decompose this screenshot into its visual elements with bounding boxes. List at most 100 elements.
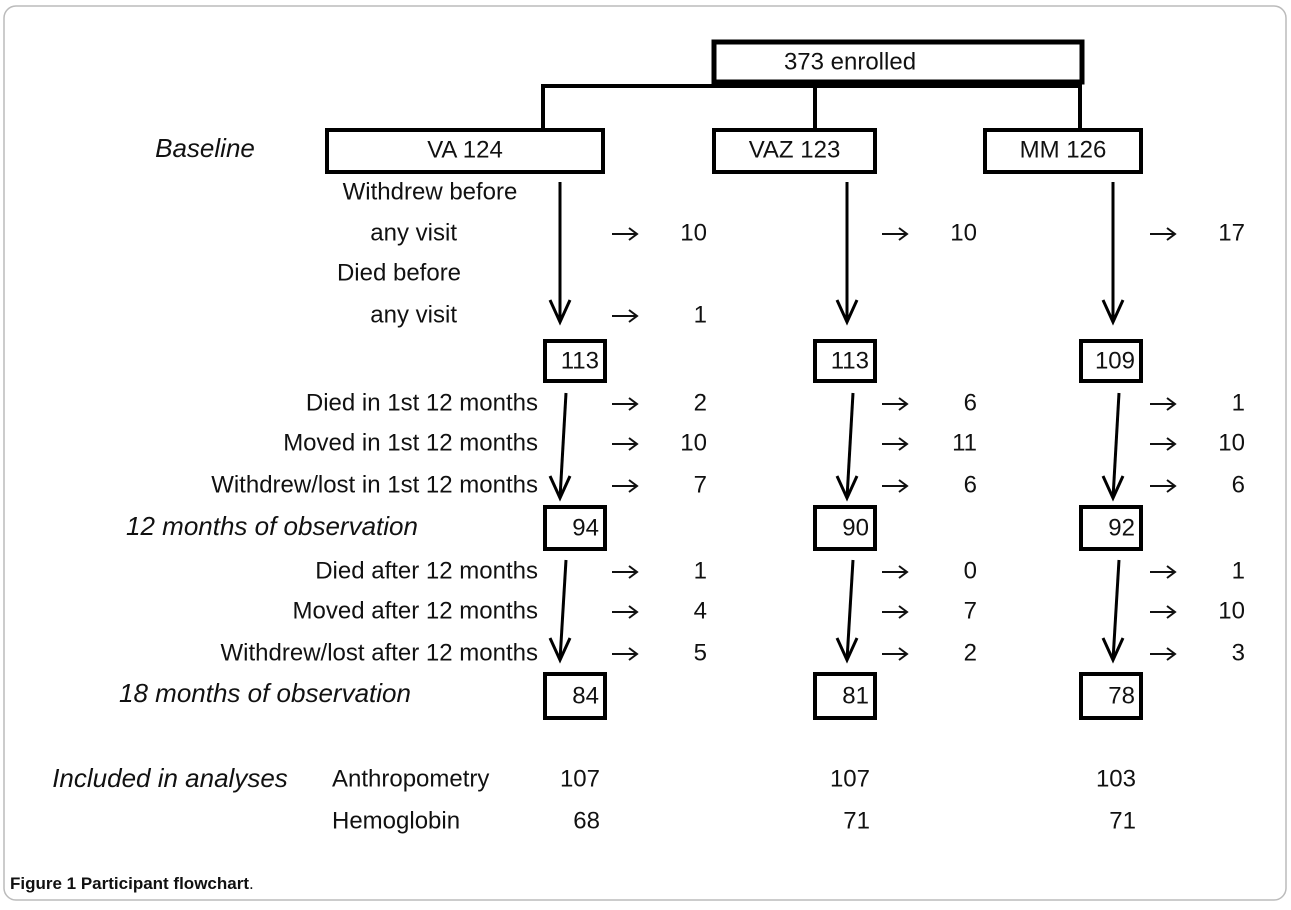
row-label: Moved in 1st 12 months: [283, 429, 538, 456]
right-arrow: [1150, 565, 1177, 579]
right-arrow: [1150, 227, 1177, 241]
caption: Figure 1 Participant flowchart.: [10, 874, 254, 893]
right-arrow: [612, 227, 639, 241]
row-label: Moved after 12 months: [293, 597, 538, 624]
arrow-head: [548, 637, 572, 664]
count-box: [1079, 505, 1143, 551]
arrow-head: [548, 475, 572, 502]
analysis-label: Hemoglobin: [332, 807, 460, 834]
enrolled-label: 373 enrolled: [784, 48, 916, 75]
count: 71: [1109, 807, 1136, 834]
count-box: [1079, 672, 1143, 720]
count: 113: [831, 347, 869, 374]
count: 1: [694, 301, 707, 328]
count: 10: [680, 219, 707, 246]
stage-label: Included in analyses: [52, 763, 288, 793]
stage-label: 18 months of observation: [119, 678, 411, 708]
count: 113: [561, 347, 599, 374]
right-arrow: [1150, 479, 1177, 493]
right-arrow: [612, 647, 639, 661]
count: 68: [573, 807, 600, 834]
count: 1: [1232, 557, 1245, 584]
right-arrow: [882, 605, 909, 619]
analysis-label: Anthropometry: [332, 765, 489, 792]
count: 6: [964, 389, 977, 416]
down-arrow: [1111, 392, 1121, 499]
count-box: [813, 505, 877, 551]
stage-label: 12 months of observation: [126, 511, 418, 541]
enrolled-box: [711, 39, 1085, 85]
caption-bold: Figure 1 Participant flowchart: [10, 874, 249, 893]
arrow-head: [1101, 299, 1125, 326]
row-label: any visit: [370, 219, 457, 246]
count: 2: [964, 639, 977, 666]
count: 4: [694, 597, 707, 624]
down-arrow: [558, 392, 568, 499]
right-arrow: [882, 437, 909, 451]
count-box: [813, 339, 877, 383]
right-arrow: [882, 479, 909, 493]
count: 0: [964, 557, 977, 584]
down-arrow: [1111, 559, 1121, 661]
count: 11: [952, 429, 977, 456]
count: 10: [950, 219, 977, 246]
right-arrow: [882, 565, 909, 579]
arm-label: VA 124: [427, 136, 503, 163]
count: 7: [694, 471, 707, 498]
count: 10: [1218, 597, 1245, 624]
count: 1: [694, 557, 707, 584]
row-label: any visit: [370, 301, 457, 328]
count: 2: [694, 389, 707, 416]
right-arrow: [882, 397, 909, 411]
count: 81: [842, 682, 869, 709]
count: 6: [964, 471, 977, 498]
count-box: [543, 505, 607, 551]
stage-label: Baseline: [155, 133, 255, 163]
right-arrow: [612, 565, 639, 579]
arrow-head: [1101, 637, 1125, 664]
count: 1: [1232, 389, 1245, 416]
count-box: [543, 672, 607, 720]
arm-label: VAZ 123: [749, 136, 841, 163]
frame: [3, 5, 1287, 901]
down-arrow: [845, 392, 855, 499]
connector: [541, 84, 1082, 128]
right-arrow: [1150, 397, 1177, 411]
count: 71: [843, 807, 870, 834]
count: 17: [1218, 219, 1245, 246]
count-box: [543, 339, 607, 383]
count: 10: [680, 429, 707, 456]
right-arrow: [882, 647, 909, 661]
count-box: [813, 672, 877, 720]
count: 78: [1108, 682, 1135, 709]
arrow-head: [835, 299, 859, 326]
count: 5: [694, 639, 707, 666]
count-box: [1079, 339, 1143, 383]
count: 107: [560, 765, 600, 792]
right-arrow: [1150, 437, 1177, 451]
right-arrow: [882, 227, 909, 241]
down-arrow: [845, 559, 855, 661]
right-arrow: [612, 397, 639, 411]
right-arrow: [612, 605, 639, 619]
count: 7: [964, 597, 977, 624]
row-label: Withdrew/lost after 12 months: [221, 639, 538, 666]
arrow-head: [835, 475, 859, 502]
count: 109: [1095, 347, 1135, 374]
row-label: Died after 12 months: [315, 557, 538, 584]
arrow-head: [835, 637, 859, 664]
right-arrow: [612, 479, 639, 493]
count: 6: [1232, 471, 1245, 498]
down-arrow: [558, 559, 568, 661]
row-label: Died in 1st 12 months: [306, 389, 538, 416]
right-arrow: [612, 309, 639, 323]
right-arrow: [1150, 647, 1177, 661]
arrow-head: [1101, 475, 1125, 502]
row-label: Withdrew before: [343, 178, 518, 205]
caption-rest: .: [249, 874, 254, 893]
count: 3: [1232, 639, 1245, 666]
arm-box: [325, 128, 605, 174]
row-label: Withdrew/lost in 1st 12 months: [211, 471, 538, 498]
count: 84: [572, 682, 599, 709]
row-label: Died before: [337, 259, 461, 286]
